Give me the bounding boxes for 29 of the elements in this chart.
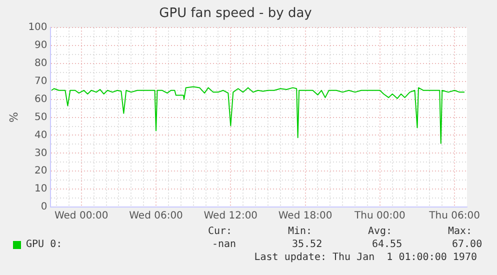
text: Cur: bbox=[208, 225, 232, 238]
text: Avg: bbox=[368, 225, 392, 238]
y-tick-label: 80 bbox=[34, 58, 48, 70]
x-tick-label: Wed 00:00 bbox=[54, 210, 108, 222]
x-tick-label: Thu 06:00 bbox=[428, 210, 480, 222]
text: 67.00 bbox=[452, 238, 482, 251]
text: Min: bbox=[288, 225, 312, 238]
x-tick-label: Wed 06:00 bbox=[129, 210, 183, 222]
y-tick-label: 60 bbox=[34, 94, 48, 105]
text: 64.55 bbox=[372, 238, 402, 251]
x-tick-label: Wed 12:00 bbox=[204, 210, 258, 222]
text: -nan bbox=[212, 238, 236, 251]
y-tick-label: 20 bbox=[34, 166, 48, 177]
y-tick-label: 70 bbox=[34, 76, 48, 88]
y-tick-label: 10 bbox=[34, 184, 48, 195]
text: Last update: Thu Jan 1 01:00:00 1970 bbox=[254, 251, 477, 264]
y-tick-label: 100 bbox=[28, 22, 48, 34]
x-tick-label: Wed 18:00 bbox=[278, 210, 332, 222]
text: 35.52 bbox=[292, 238, 322, 251]
y-tick-label: 50 bbox=[34, 112, 48, 123]
y-axis-title: % bbox=[7, 112, 20, 123]
y-tick-label: 0 bbox=[40, 202, 48, 213]
chart-title: GPU fan speed - by day bbox=[159, 6, 312, 22]
text: Max: bbox=[448, 225, 472, 238]
y-tick-label: 90 bbox=[34, 40, 48, 52]
y-tick-label: 30 bbox=[34, 148, 48, 159]
x-tick-label: Thu 00:00 bbox=[354, 210, 406, 222]
legend-label: GPU 0: bbox=[26, 238, 62, 251]
y-tick-label: 40 bbox=[34, 130, 48, 141]
